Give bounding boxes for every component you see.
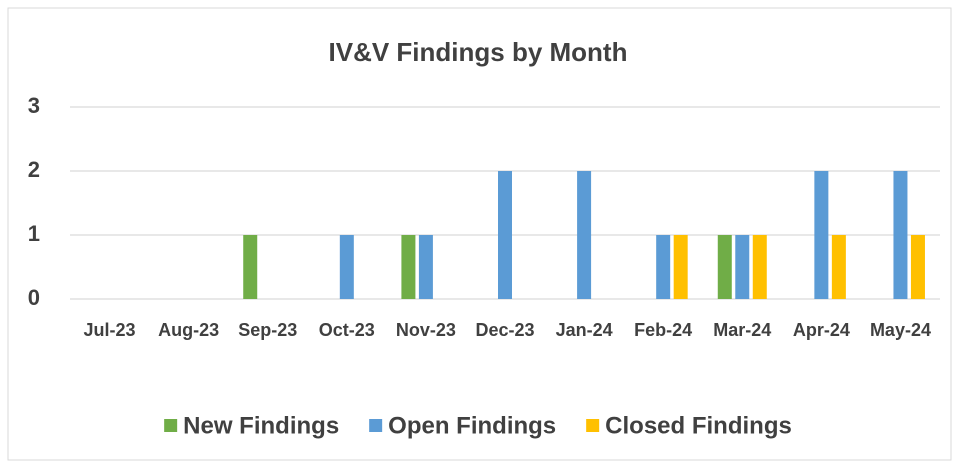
legend-swatch (369, 419, 383, 432)
x-tick-label: Jul-23 (84, 320, 136, 340)
x-tick-label: Nov-23 (396, 320, 456, 340)
x-tick-label: Jan-24 (556, 320, 613, 340)
bar (577, 171, 592, 299)
legend-item: New Findings (164, 412, 339, 439)
legend-label: New Findings (183, 412, 339, 439)
bar (752, 235, 767, 299)
y-tick-label: 0 (28, 285, 40, 310)
legend-item: Closed Findings (586, 412, 792, 439)
y-tick-label: 2 (28, 157, 40, 182)
legend-swatch (164, 419, 178, 432)
legend-label: Closed Findings (605, 412, 792, 439)
chart-title: IV&V Findings by Month (329, 37, 628, 67)
bar (910, 235, 925, 299)
bar (243, 235, 258, 299)
y-tick-label: 3 (28, 93, 40, 118)
bar (401, 235, 416, 299)
bar (498, 171, 512, 299)
bar (656, 235, 671, 299)
chart-border (7, 7, 952, 461)
bar (735, 235, 750, 299)
x-tick-label: Mar-24 (713, 320, 771, 340)
bar (673, 235, 688, 299)
x-tick-label: Sep-23 (238, 320, 297, 340)
bar (814, 171, 829, 299)
bar (831, 235, 846, 299)
x-tick-label: Oct-23 (319, 320, 375, 340)
bar (893, 171, 908, 299)
y-tick-label: 1 (28, 221, 40, 246)
bar (418, 235, 433, 299)
x-tick-label: Apr-24 (793, 320, 850, 340)
x-tick-label: Aug-23 (158, 320, 219, 340)
legend-swatch (586, 419, 600, 432)
bar (339, 235, 354, 299)
legend-label: Open Findings (388, 412, 556, 439)
bar (717, 235, 732, 299)
x-tick-label: Dec-23 (475, 320, 534, 340)
x-tick-label: Feb-24 (634, 320, 692, 340)
x-tick-label: May-24 (870, 320, 931, 340)
legend-item: Open Findings (369, 412, 556, 439)
